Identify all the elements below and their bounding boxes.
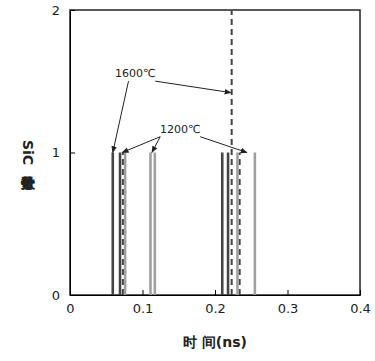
x-axis-title: 时 间(ns) [183,334,247,350]
series [113,153,228,296]
stem [149,153,152,296]
y-tick-label: 0 [52,288,60,303]
chart: 0 0.1 0.2 0.3 0.4 0 1 2 1600℃ 1200℃ 时 间(ns) SiC分子数量 [0,0,375,361]
annotation-arrow [155,81,231,93]
x-tick: 0.4 [350,290,371,316]
x-tick-mark [360,290,361,295]
annotation-text: 1600℃ [115,67,155,80]
stem [124,153,127,296]
plot-frame [70,10,360,295]
y-axis-title: SiC分子数量 [19,140,36,191]
stem [254,153,257,296]
stem [221,153,224,296]
y-tick-label: 1 [52,145,60,160]
annotations: 1600℃ 1200℃ [113,67,247,152]
x-tick-label: 0.4 [350,301,371,316]
annotation-arrow [152,137,160,153]
x-tick-mark [215,290,216,295]
x-tick-mark [288,290,289,295]
series [125,153,255,296]
x-tick-label: 0.2 [205,301,226,316]
stem [119,153,122,296]
annotation-arrow [122,137,160,153]
y-tick: 2 [52,3,75,18]
series [123,10,240,295]
y-tick: 0 [52,288,75,303]
x-tick-label: 0.1 [133,301,154,316]
stem [231,10,233,295]
stem [122,153,124,296]
stem [227,153,230,296]
x-tick: 0.3 [278,290,299,316]
marks [113,10,255,295]
y-tick-mark [70,10,75,11]
stem [111,153,114,296]
x-tick-label: 0.3 [278,301,299,316]
plot: 0 0.1 0.2 0.3 0.4 0 1 2 1600℃ 1200℃ [52,3,371,317]
stem [239,153,241,296]
annotation-arrow [200,137,247,153]
y-axis: 0 1 2 [52,3,75,303]
x-tick-label: 0 [66,301,74,316]
y-tick-mark [70,153,75,154]
y-tick-mark [70,295,75,296]
y-tick: 1 [52,145,75,160]
x-tick-mark [143,290,144,295]
x-axis-line [71,295,361,296]
stem [154,153,157,296]
annotation-arrow [113,81,129,152]
annotation-text: 1200℃ [160,123,200,136]
stem [236,153,239,296]
y-tick-label: 2 [52,3,60,18]
